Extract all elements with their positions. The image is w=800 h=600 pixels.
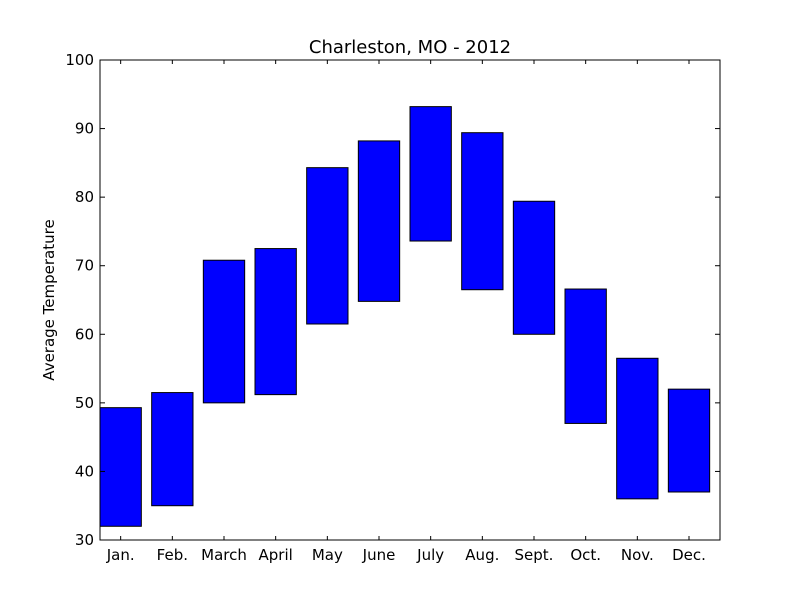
y-tick-label: 80 [75, 188, 94, 206]
x-tick-label: June [362, 546, 396, 564]
x-tick-label: Dec. [672, 546, 706, 564]
chart-title: Charleston, MO - 2012 [309, 37, 511, 58]
x-tick-label: July [416, 546, 444, 564]
x-tick-label: Sept. [515, 546, 554, 564]
x-tick-label: May [312, 546, 343, 564]
bar-nov [616, 357, 659, 500]
x-tick-label: Nov. [621, 546, 654, 564]
bar-jan [99, 407, 142, 527]
x-tick-label: Jan. [106, 546, 135, 564]
y-tick-label: 60 [75, 325, 94, 343]
bar-feb [151, 392, 194, 507]
bar-july [409, 106, 452, 242]
x-tick-label: March [201, 546, 247, 564]
y-tick-label: 90 [75, 120, 94, 138]
x-tick-label: Oct. [570, 546, 601, 564]
y-tick-label: 100 [65, 51, 94, 69]
y-tick-label: 50 [75, 394, 94, 412]
bar-aug [461, 132, 504, 291]
plot-frame [99, 59, 721, 541]
bar-june [357, 140, 401, 302]
bar-sept [512, 200, 556, 335]
bar-oct [564, 288, 607, 424]
x-tick-label: April [259, 546, 293, 564]
bar-april [254, 248, 297, 396]
bar-may [306, 167, 349, 325]
x-tick-label: Feb. [157, 546, 188, 564]
y-tick-label: 70 [75, 257, 94, 275]
bars-group [99, 106, 711, 527]
bar-dec [667, 388, 711, 493]
bar-march [202, 259, 246, 404]
y-tick-label: 40 [75, 462, 94, 480]
y-axis-label: Average Temperature [40, 219, 58, 380]
ticks-group: Jan. Feb. March April May June July Aug. Sept. Oc… [65, 51, 720, 564]
y-tick-label: 30 [75, 531, 94, 549]
x-tick-label: Aug. [465, 546, 499, 564]
